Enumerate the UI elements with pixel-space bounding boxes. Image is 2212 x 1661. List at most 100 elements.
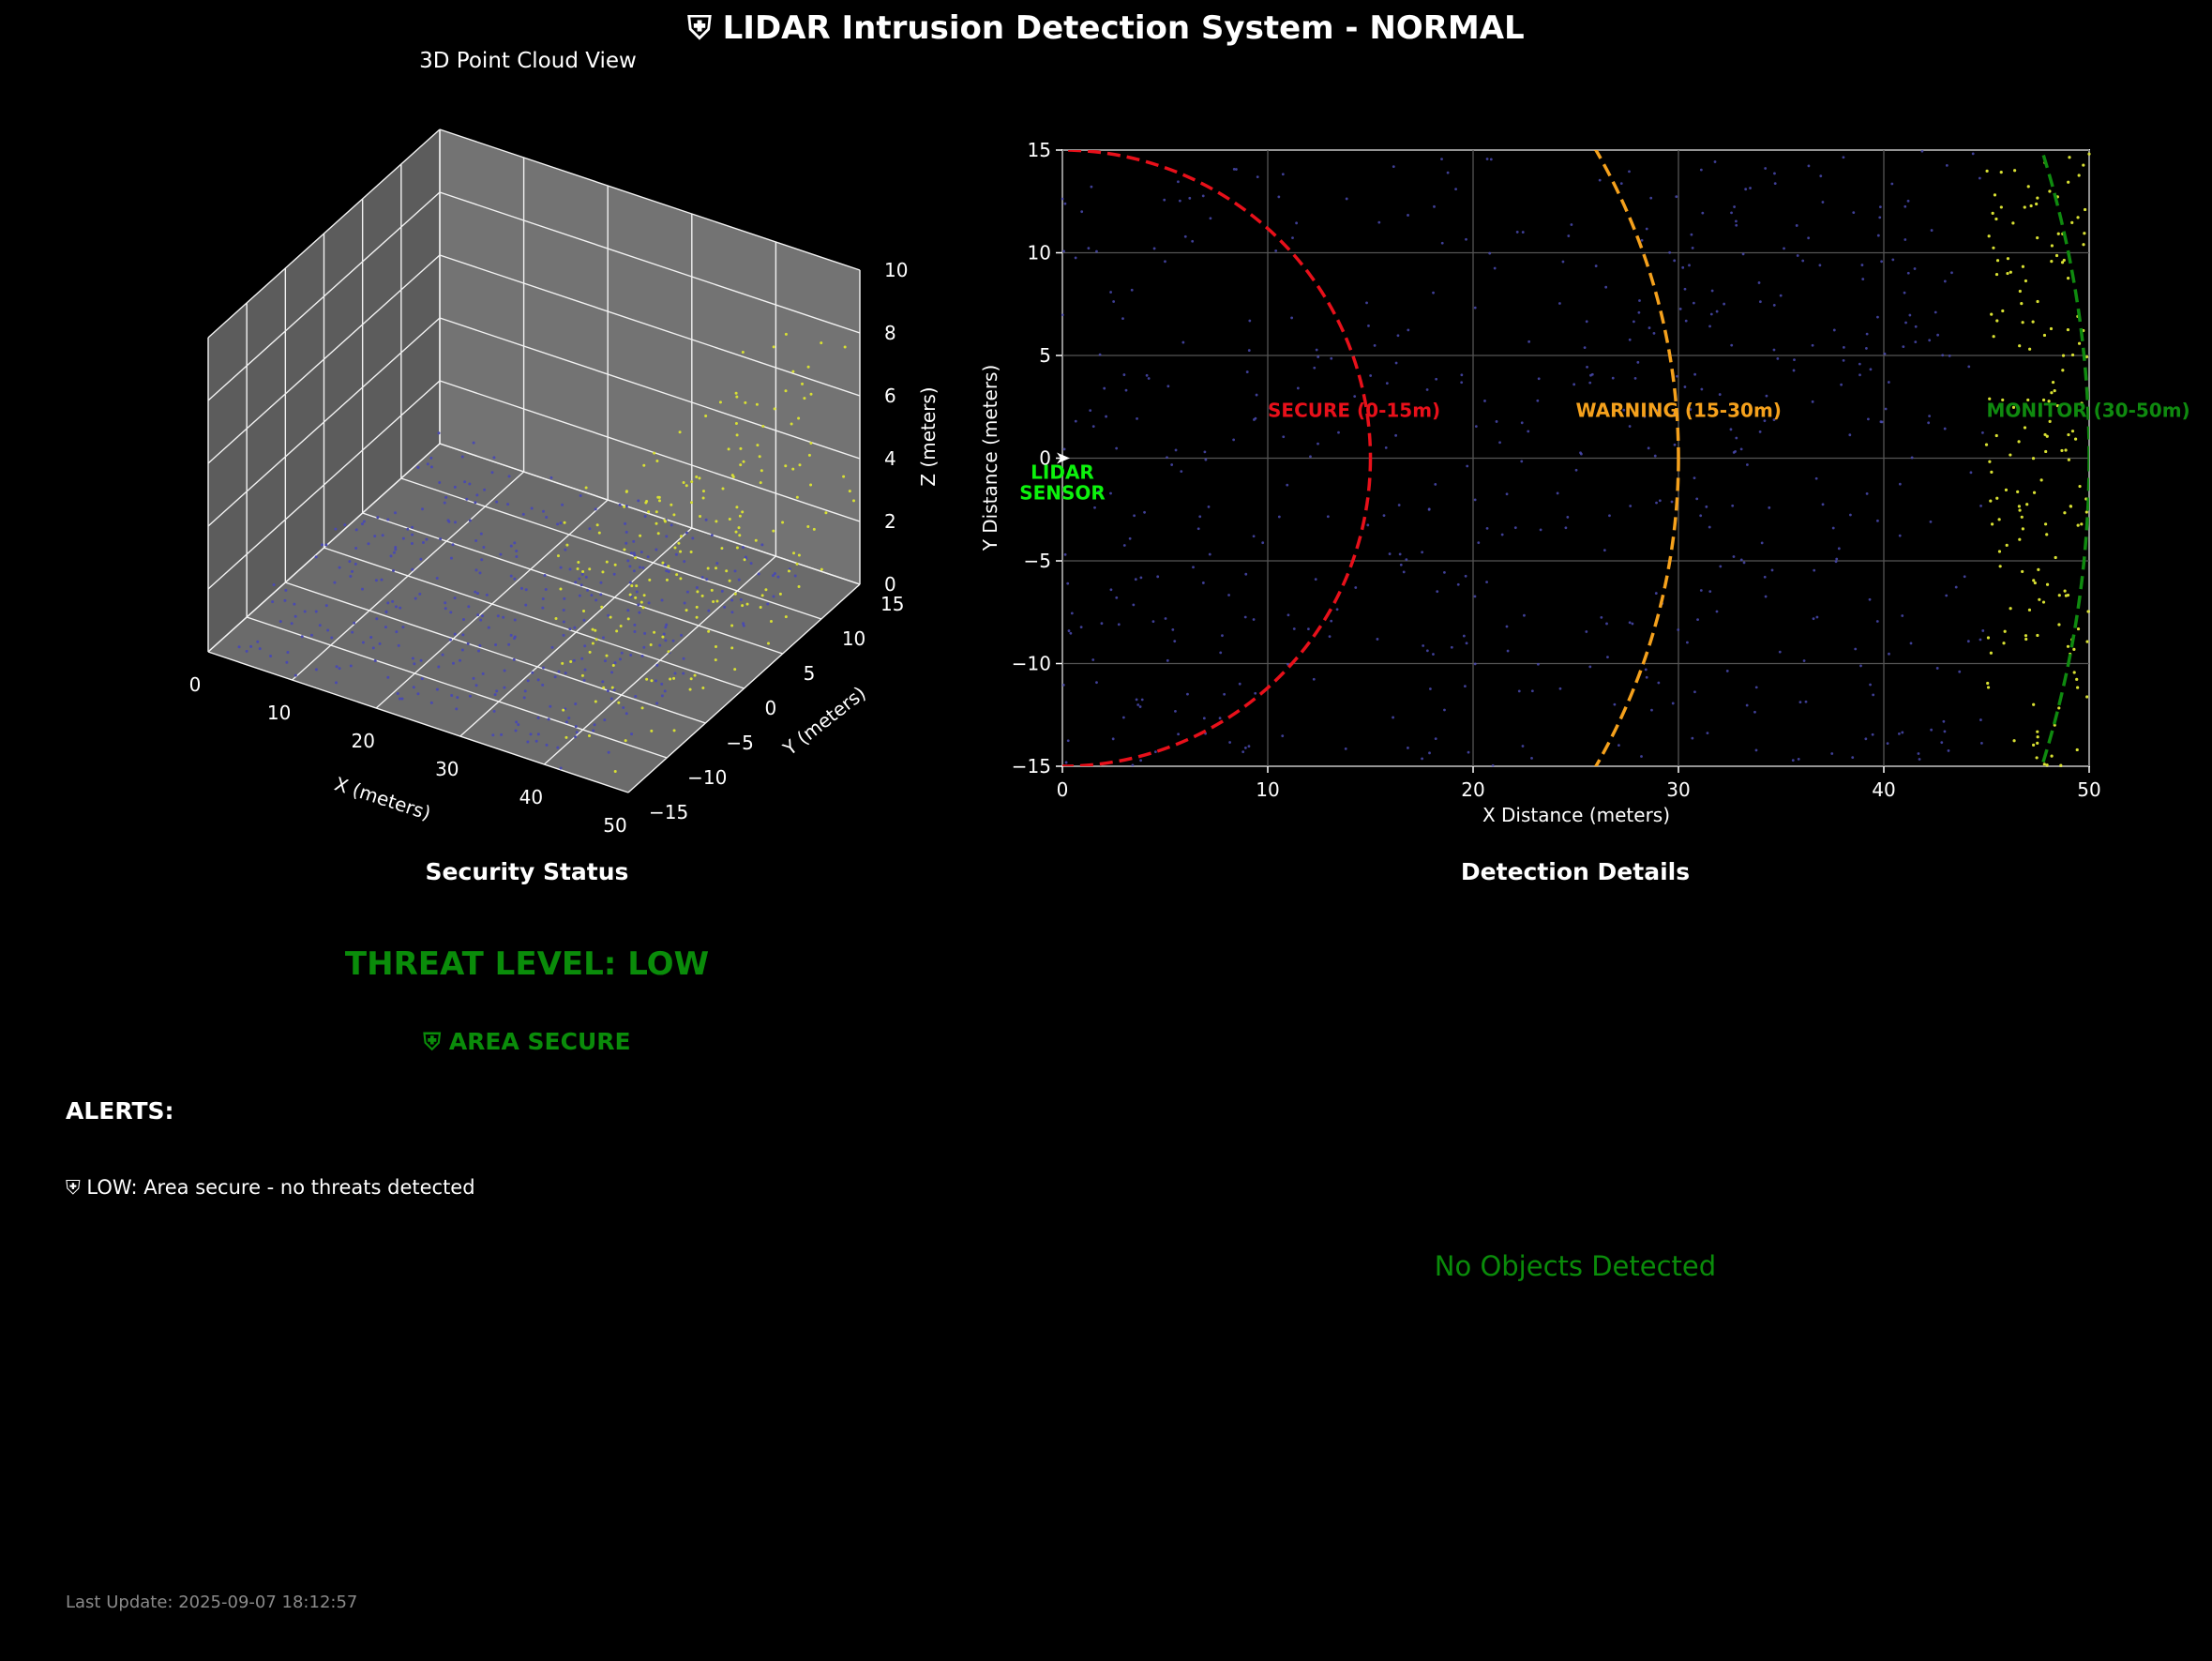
lidar-point: [1296, 386, 1300, 390]
lidar-point: [1603, 549, 1606, 552]
lidar-point: [1295, 221, 1299, 225]
lidar-point: [1876, 519, 1879, 522]
cloud-point: [438, 480, 442, 484]
lidar-point: [2075, 677, 2079, 681]
lidar-point: [2067, 276, 2070, 280]
lidar-point: [1691, 736, 1694, 740]
cloud-point: [477, 649, 481, 653]
lidar-point: [1109, 291, 1112, 294]
lidar-point: [2057, 623, 2061, 627]
lidar-point: [1718, 393, 1722, 396]
lidar-point: [1219, 651, 1223, 655]
cloud-point: [565, 543, 569, 547]
cloud-point: [476, 613, 480, 617]
lidar-point: [1558, 687, 1562, 690]
lidar-point: [1121, 317, 1124, 321]
cloud-point: [670, 503, 673, 506]
lidar-point: [1198, 515, 1202, 519]
cloud-point: [718, 400, 722, 404]
cloud-point: [772, 529, 775, 533]
cloud-point: [343, 523, 347, 527]
sensor-label-line-1: LIDAR: [1031, 461, 1094, 484]
cloud-point: [586, 588, 590, 592]
lidar-point: [1692, 301, 1695, 305]
lidar-point: [1579, 452, 1583, 456]
cloud-point: [655, 663, 659, 667]
lidar-point: [1804, 700, 1808, 703]
lidar-point: [1433, 204, 1436, 208]
lidar-point: [1909, 642, 1913, 645]
lidar-point: [1640, 238, 1644, 242]
grid-line: [439, 254, 861, 397]
cloud-point: [351, 630, 354, 634]
cloud-point: [480, 558, 484, 562]
cloud-point: [660, 694, 664, 698]
lidar-point: [1488, 251, 1492, 255]
lidar-point: [1842, 156, 1845, 159]
cloud-point: [406, 527, 410, 531]
cloud-point: [661, 635, 665, 639]
lidar-point: [2036, 741, 2039, 745]
lidar-point: [1742, 561, 1746, 565]
lidar-point: [1209, 217, 1212, 220]
lidar-point: [1902, 345, 1905, 349]
lidar-point: [1744, 188, 1748, 191]
cloud-point: [611, 663, 615, 667]
lidar-point: [2043, 432, 2047, 437]
cloud-point: [237, 645, 241, 649]
cloud-point: [468, 482, 472, 486]
lidar-point: [1384, 445, 1388, 449]
lidar-point: [1647, 446, 1650, 450]
cloud-point: [594, 700, 597, 703]
cloud-point: [778, 592, 782, 596]
lidar-point: [1990, 312, 1994, 316]
cloud-point: [714, 658, 717, 662]
lidar-point: [2039, 478, 2043, 482]
cloud-point: [641, 606, 645, 610]
cloud-point: [609, 615, 612, 619]
lidar-point: [1064, 761, 1068, 764]
lidar-point: [1971, 152, 1975, 156]
lidar-point: [2087, 152, 2091, 156]
lidar-point: [2076, 627, 2081, 631]
lidar-point: [1091, 425, 1095, 429]
lidar-point: [1807, 164, 1811, 168]
lidar-point: [1765, 394, 1768, 398]
cloud-point: [541, 683, 545, 687]
lidar-point: [1277, 195, 1281, 199]
cloud-point: [400, 697, 404, 701]
cloud-point: [568, 627, 572, 631]
lidar-point: [1589, 373, 1592, 377]
lidar-point: [1261, 541, 1265, 545]
lidar-point: [1693, 690, 1696, 694]
cloud-point: [583, 668, 587, 672]
cloud-point: [362, 520, 366, 523]
lidar-point: [1981, 629, 1985, 632]
lidar-point: [1132, 603, 1136, 607]
lidar-point: [1062, 249, 1065, 253]
lidar-point: [1969, 471, 1973, 475]
lidar-point: [1696, 618, 1699, 622]
zone-label: MONITOR (30-50m): [1987, 400, 2190, 422]
cloud-point: [374, 579, 378, 582]
lidar-point: [2061, 354, 2066, 357]
lidar-point: [1255, 393, 1258, 397]
lidar-point: [1586, 365, 1588, 369]
lidar-point: [1201, 581, 1205, 584]
cloud-point: [628, 581, 632, 584]
lidar-point: [2036, 236, 2039, 240]
lidar-point: [1292, 627, 1296, 630]
cloud-point: [738, 534, 742, 537]
cloud-point: [536, 716, 540, 719]
cloud-point: [591, 627, 594, 631]
zone-boundary-0: [1062, 150, 1373, 766]
cloud-point: [630, 584, 634, 588]
lidar-point: [1631, 622, 1634, 626]
cloud-point: [754, 538, 758, 542]
lidar-point: [1121, 716, 1125, 719]
cloud-point: [634, 694, 638, 698]
cloud-point: [641, 566, 645, 569]
cloud-point: [447, 520, 451, 523]
cloud-point: [573, 626, 577, 629]
